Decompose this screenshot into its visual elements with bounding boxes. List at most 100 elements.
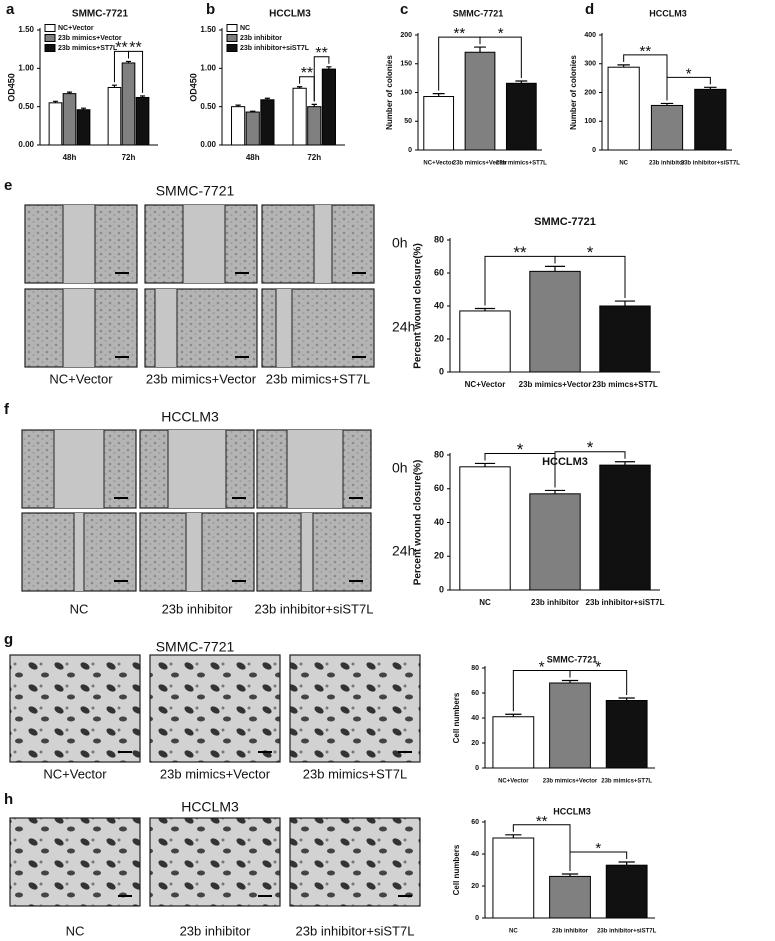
x-tick-label: 48h: [63, 153, 77, 162]
x-tick-label: 23b mimics+ST7L: [601, 779, 652, 785]
significance-label: *: [587, 438, 594, 457]
wound-gap: [63, 289, 95, 367]
bar: [459, 466, 511, 591]
x-tick-label: 23b inhibitor+siST7L: [681, 161, 741, 167]
y-tick-label: 100: [584, 118, 596, 125]
bar: [605, 700, 648, 769]
time-label: 0h: [392, 235, 408, 251]
significance-bracket: [666, 76, 711, 101]
y-tick-label: 0: [439, 366, 444, 376]
chart-title: SMMC-7721: [534, 216, 596, 228]
y-axis-label: OD450: [188, 73, 198, 102]
error-bar: [66, 91, 73, 94]
legend-swatch: [226, 34, 238, 42]
micrograph: [289, 654, 421, 763]
x-tick-label: 23b inhibitor+siST7L: [586, 598, 665, 607]
x-tick-label: 23b mimics+ST7L: [496, 161, 547, 167]
y-tick-label: 200: [400, 32, 412, 39]
error-bar: [474, 462, 496, 467]
bar: [321, 68, 336, 146]
bar: [650, 104, 684, 151]
bar: [492, 716, 535, 769]
y-tick-label: 0: [475, 915, 479, 922]
image-caption: NC+Vector: [43, 766, 107, 781]
error-bar: [505, 713, 522, 717]
error-bar: [515, 80, 528, 84]
error-bar: [326, 66, 332, 70]
legend-swatch: [44, 24, 56, 32]
y-tick-label: 0: [592, 147, 596, 154]
significance-label: **: [315, 45, 327, 62]
wound-gap: [63, 205, 95, 283]
panel-label: h: [4, 791, 13, 808]
x-tick-label: 48h: [246, 153, 260, 162]
y-tick-label: 1.00: [200, 63, 216, 72]
y-tick-label: 0.00: [18, 140, 34, 149]
image-caption: 23b inhibitor+siST7L: [255, 601, 374, 616]
error-bar: [614, 461, 636, 466]
error-bar: [617, 64, 630, 68]
legend-label: 23b mimics+Vector: [58, 35, 122, 42]
wound-gap: [183, 205, 225, 283]
significance-bracket: [313, 56, 330, 102]
bar: [605, 864, 648, 919]
y-tick-label: 0: [439, 584, 444, 594]
significance-label: **: [301, 65, 313, 82]
bar: [599, 464, 651, 591]
image-caption: NC: [70, 601, 89, 616]
error-bar: [704, 86, 717, 90]
x-tick-label: 23b inhibitor: [649, 161, 686, 167]
bar: [529, 493, 581, 591]
bar: [607, 66, 640, 151]
y-tick-label: 150: [400, 61, 412, 68]
y-tick-label: 80: [434, 449, 444, 459]
y-tick-label: 1.50: [200, 25, 216, 34]
error-bar: [544, 489, 566, 494]
y-axis-label: Number of colonies: [569, 55, 578, 130]
chart-title: HCCLM3: [542, 456, 588, 468]
legend-label: NC+Vector: [58, 25, 94, 32]
bar: [307, 106, 322, 146]
wound-gap: [276, 289, 292, 367]
error-bar: [52, 100, 58, 103]
image-caption: 23b inhibitor: [162, 601, 233, 616]
time-label: 24h: [392, 543, 415, 559]
bar: [492, 837, 535, 919]
y-tick-label: 60: [434, 483, 444, 493]
significance-label: *: [587, 243, 594, 262]
significance-label: *: [498, 25, 504, 42]
image-row-title: HCCLM3: [181, 799, 239, 815]
error-bar: [140, 95, 146, 98]
bar: [260, 99, 275, 146]
time-label: 24h: [392, 319, 415, 335]
legend-swatch: [226, 24, 238, 32]
significance-label: *: [517, 440, 524, 459]
bar: [107, 87, 122, 146]
error-bar: [235, 104, 241, 107]
wound-gap: [155, 289, 177, 367]
legend-label: 23b mimics+ST7L: [58, 45, 118, 52]
y-axis-label: Percent wound closure(%): [413, 243, 424, 369]
error-bar: [250, 110, 256, 113]
error-bar: [81, 107, 87, 110]
legend-label: 23b inhibitor: [240, 35, 282, 42]
image-caption: 23b mimics+Vector: [160, 766, 271, 781]
x-tick-label: 23b mimics+Vector: [543, 779, 598, 785]
significance-bracket: [554, 451, 626, 488]
legend-label: 23b inhibitor+siST7L: [240, 45, 310, 52]
significance-label: **: [639, 43, 651, 60]
error-bar: [614, 300, 636, 306]
bar: [529, 270, 581, 373]
significance-bracket: [479, 36, 522, 78]
significance-label: *: [539, 658, 545, 675]
y-axis-label: Number of colonies: [385, 55, 394, 130]
y-tick-label: 400: [584, 32, 596, 39]
x-tick-label: 23b inhibitor: [531, 598, 579, 607]
image-caption: 23b inhibitor: [180, 923, 251, 938]
y-tick-label: 0.50: [18, 102, 34, 111]
image-caption: 23b mimics+Vector: [146, 371, 257, 386]
chart-title: SMMC-7721: [547, 654, 598, 664]
wound-gap: [314, 205, 332, 283]
wound-gap: [74, 513, 84, 591]
bar: [464, 51, 496, 151]
